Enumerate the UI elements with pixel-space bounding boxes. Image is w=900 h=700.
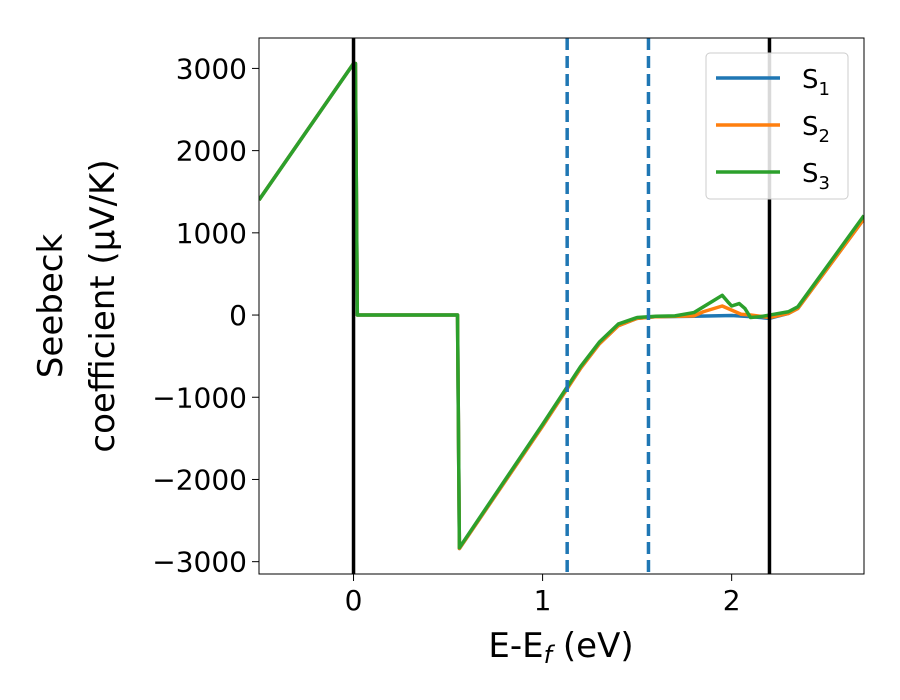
y-tick-label: 2000 [176,135,247,168]
legend-label-2: S2 [802,112,830,147]
series-lines [259,61,864,551]
legend-label-1: S1 [802,65,830,100]
x-axis-label: E-Ef (eV) [488,626,633,669]
series-line-3 [259,61,864,550]
y-tick-label: 0 [229,299,247,332]
legend-label-3: S3 [802,159,830,194]
x-tick-label: 2 [723,584,741,617]
y-tick-label: −1000 [152,381,247,414]
x-tick-label: 0 [345,584,363,617]
y-tick-label: 3000 [176,52,247,85]
y-axis-label: Seebeck coefficient (μV/K) [31,159,123,452]
y-axis-label-line2: coefficient (μV/K) [83,159,123,452]
y-tick-label: −2000 [152,463,247,496]
y-axis-ticks: −3000 −2000 −1000 0 1000 2000 3000 [152,52,259,579]
y-tick-label: 1000 [176,217,247,250]
x-tick-label: 1 [534,584,552,617]
y-axis-label-line1: Seebeck [31,234,71,379]
plot-frame [258,37,865,575]
legend: S1 S2 S3 [705,52,849,200]
x-axis-ticks: 0 1 2 [345,574,741,617]
y-tick-label: −3000 [152,546,247,579]
